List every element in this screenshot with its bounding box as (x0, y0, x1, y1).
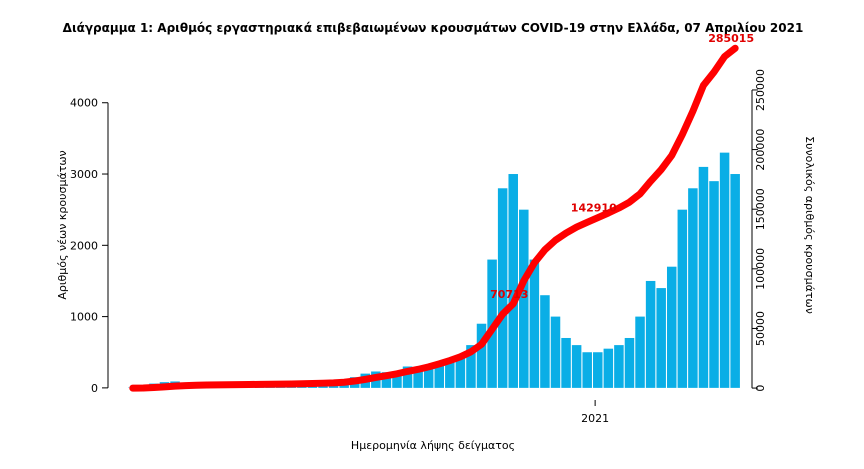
bar (582, 352, 592, 388)
bar (508, 174, 518, 388)
bar (678, 210, 688, 388)
value-label: 70713 (490, 288, 528, 301)
y-tick-label: 4000 (70, 97, 98, 110)
bar (593, 352, 603, 388)
bar (604, 349, 614, 388)
y-tick-label: 2000 (70, 239, 98, 252)
bar (667, 267, 677, 388)
bar (688, 188, 698, 388)
y2-tick-label: 250000 (754, 69, 767, 111)
bar (614, 345, 624, 388)
y2-tick-label: 100000 (754, 248, 767, 290)
bar (530, 260, 540, 388)
value-label: 142910 (571, 202, 617, 215)
bar (720, 153, 730, 388)
bar (572, 345, 582, 388)
bar (646, 281, 656, 388)
y2-tick-label: 200000 (754, 129, 767, 171)
bar (635, 317, 645, 388)
x-axis-title: Ημερομηνία λήψης δείγματος (351, 439, 515, 452)
y2-axis-title: Συνολικός αριθμός κρουσμάτων (803, 136, 816, 314)
bar (656, 288, 666, 388)
y2-tick-label: 0 (754, 385, 767, 392)
bar (730, 174, 740, 388)
chart-title: Διάγραμμα 1: Αριθμός εργαστηριακά επιβεβ… (63, 21, 804, 35)
y2-tick-label: 50000 (754, 311, 767, 346)
value-label: 285015 (708, 32, 754, 45)
y-tick-label: 1000 (70, 311, 98, 324)
bar (540, 295, 550, 388)
bar (709, 181, 719, 388)
y-tick-label: 0 (91, 382, 98, 395)
bar (625, 338, 635, 388)
y2-tick-label: 150000 (754, 188, 767, 230)
y-tick-label: 3000 (70, 168, 98, 181)
bar (699, 167, 709, 388)
bar (477, 324, 487, 388)
bar (561, 338, 571, 388)
x-tick-label: 2021 (581, 412, 609, 425)
y-axis-title: Αριθμός νέων κρουσμάτων (56, 150, 69, 299)
bar (551, 317, 561, 388)
